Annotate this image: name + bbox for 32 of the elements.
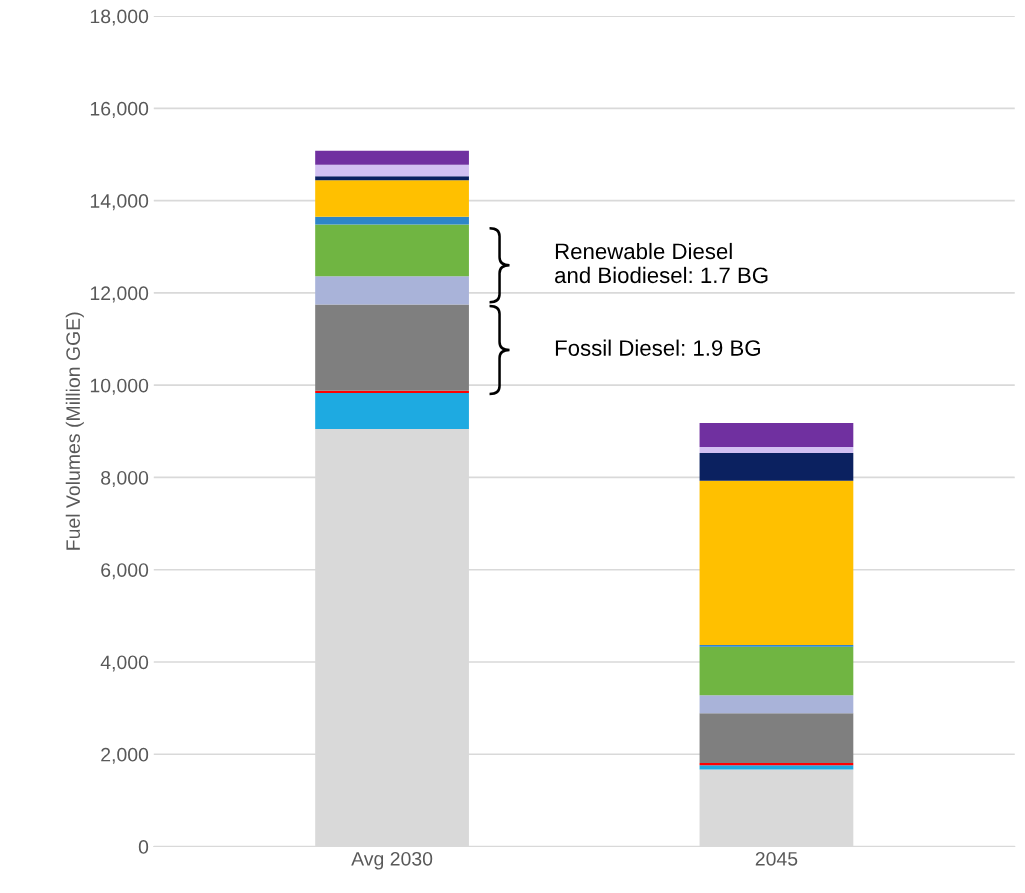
bar xyxy=(699,765,854,770)
bar xyxy=(699,447,854,453)
y-tick-label: 12,000 xyxy=(90,286,149,303)
y-tick-label: 14,000 xyxy=(90,194,149,211)
y-tick-label: 4,000 xyxy=(100,655,149,672)
bar xyxy=(315,276,469,305)
y-tick-label: 16,000 xyxy=(90,101,149,118)
bar xyxy=(699,713,854,764)
bar xyxy=(315,304,469,391)
bar xyxy=(699,646,854,696)
y-tick-label: 18,000 xyxy=(90,9,149,26)
x-tick-label: Avg 2030 xyxy=(351,851,433,870)
annotation: Fossil Diesel: 1.9 BG xyxy=(555,339,760,356)
bar xyxy=(315,176,469,181)
bar xyxy=(315,216,469,225)
bar xyxy=(699,423,854,448)
y-tick-label: 0 xyxy=(138,840,149,854)
y-axis-title: Fuel Volumes (Million GGE) xyxy=(65,312,84,550)
x-tick-label: 2045 xyxy=(755,851,798,866)
bar xyxy=(699,695,854,714)
bar xyxy=(315,150,469,165)
bar xyxy=(699,480,854,645)
bar xyxy=(315,180,469,217)
bar xyxy=(315,393,469,430)
annotation: Renewable Diesel and Biodiesel: 1.7 BG xyxy=(555,242,768,284)
y-tick-label: 6,000 xyxy=(101,563,149,580)
bar xyxy=(315,164,469,177)
bar xyxy=(315,224,469,277)
y-tick-label: 8,000 xyxy=(101,470,149,487)
y-tick-label: 2,000 xyxy=(101,747,149,764)
bar xyxy=(699,453,854,481)
y-tick-label: 10,000 xyxy=(90,378,149,395)
